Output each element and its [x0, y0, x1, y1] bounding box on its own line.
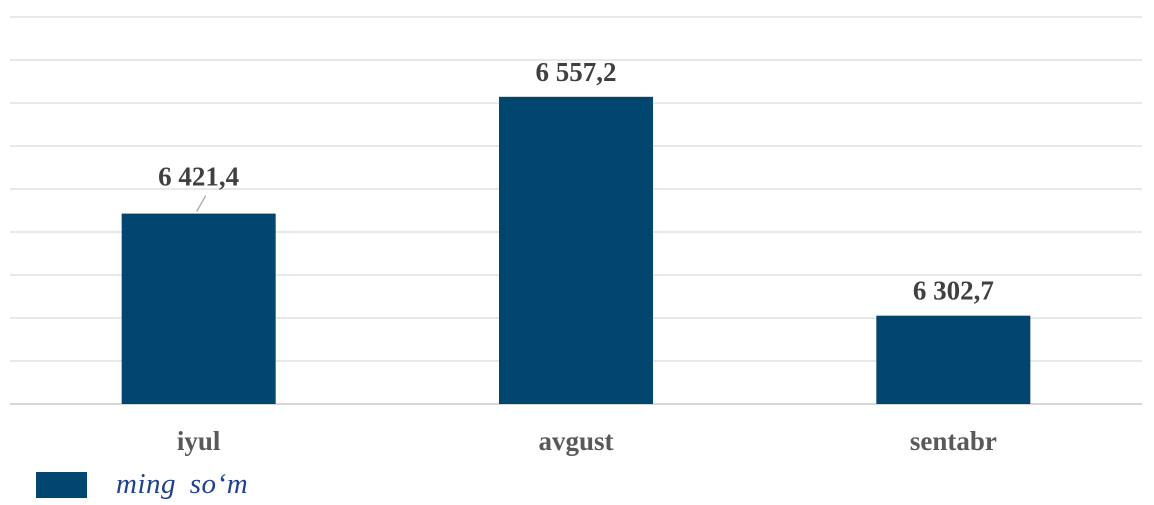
bar-sentabr [876, 315, 1031, 404]
legend-swatch [36, 471, 87, 498]
bar-chart: 6 421,4 6 557,2 6 302,7 iyul avgust sentabr [10, 16, 1142, 456]
category-axis-labels: iyul avgust sentabr [177, 426, 997, 456]
bar-avgust [499, 96, 653, 405]
x-tick-label-avgust: avgust [538, 426, 613, 456]
data-label-sentabr: 6 302,7 [913, 276, 994, 306]
data-label-avgust: 6 557,2 [536, 57, 617, 87]
legend: ming so‘m [36, 468, 248, 501]
bar-iyul [121, 213, 276, 404]
data-labels: 6 421,4 6 557,2 6 302,7 [158, 57, 994, 306]
legend-label: ming so‘m [116, 468, 249, 500]
bars [121, 96, 1031, 405]
leader-lines [196, 195, 207, 212]
data-label-iyul: 6 421,4 [158, 162, 239, 192]
x-tick-label-iyul: iyul [177, 426, 221, 456]
x-tick-label-sentabr: sentabr [910, 426, 997, 456]
leader-line-iyul [196, 195, 207, 212]
